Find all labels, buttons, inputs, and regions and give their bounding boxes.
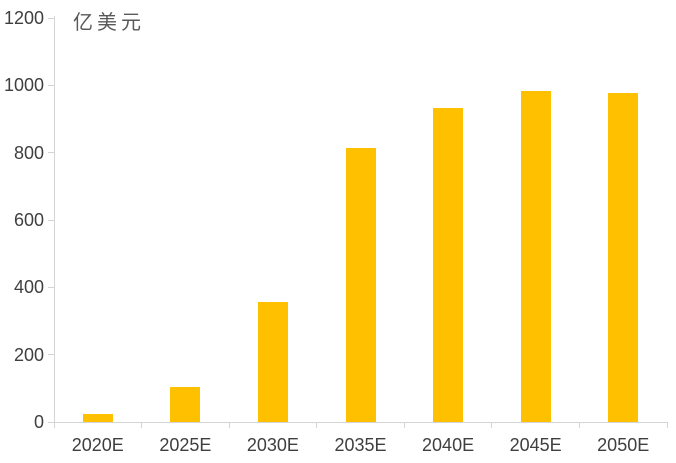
x-tick-mark [403, 422, 405, 428]
bar-2035E [345, 147, 376, 422]
bar-2025E [170, 386, 201, 422]
y-axis-line [54, 16, 55, 422]
y-tick-label: 1000 [3, 75, 44, 96]
y-tick-mark [48, 84, 54, 86]
bar-2040E [433, 107, 464, 422]
bar-2045E [520, 91, 551, 422]
y-tick-label: 600 [13, 210, 44, 230]
x-tick-label: 2045E [509, 435, 562, 455]
x-tick-mark [53, 422, 55, 428]
y-tick-mark [48, 421, 54, 423]
bar-2020E [82, 413, 113, 422]
x-tick-mark [228, 422, 230, 428]
bar-2050E [608, 92, 639, 422]
x-tick-label: 2035E [334, 435, 387, 455]
y-tick-mark [48, 219, 54, 221]
y-tick-label: 0 [33, 412, 44, 432]
x-tick-mark [316, 422, 318, 428]
y-axis-unit-label: 亿美元 [73, 10, 145, 34]
bar-2030E [257, 301, 288, 422]
y-tick-label: 400 [13, 277, 44, 298]
y-tick-label: 1200 [3, 8, 44, 28]
y-tick-mark [48, 17, 54, 19]
x-axis-line [54, 422, 667, 423]
x-tick-mark [666, 422, 668, 428]
x-tick-mark [491, 422, 493, 428]
x-tick-label: 2025E [159, 435, 212, 455]
y-tick-label: 800 [13, 142, 44, 163]
x-tick-mark [578, 422, 580, 428]
x-tick-mark [141, 422, 143, 428]
y-tick-mark [48, 354, 54, 356]
y-tick-mark [48, 286, 54, 288]
x-tick-label: 2020E [71, 435, 124, 455]
y-tick-label: 200 [13, 344, 44, 365]
x-tick-label: 2050E [597, 435, 650, 455]
y-tick-mark [48, 152, 54, 154]
x-tick-label: 2030E [246, 435, 299, 455]
x-tick-label: 2040E [422, 435, 475, 455]
